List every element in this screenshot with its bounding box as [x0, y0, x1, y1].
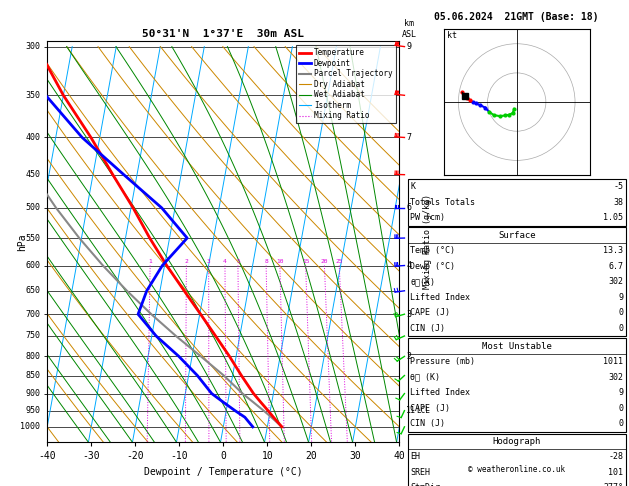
Text: 15: 15 — [302, 259, 309, 264]
Text: 1000: 1000 — [20, 422, 40, 432]
Text: 750: 750 — [25, 331, 40, 341]
Text: 7: 7 — [406, 133, 411, 142]
Text: 9: 9 — [406, 42, 411, 51]
Text: 4: 4 — [406, 261, 411, 270]
Text: 600: 600 — [25, 261, 40, 270]
Text: 05.06.2024  21GMT (Base: 18): 05.06.2024 21GMT (Base: 18) — [435, 12, 599, 22]
Text: 850: 850 — [25, 371, 40, 380]
Text: K: K — [410, 182, 415, 191]
Text: 3: 3 — [207, 259, 211, 264]
Text: 5: 5 — [236, 259, 240, 264]
Text: θᴄ(K): θᴄ(K) — [410, 278, 435, 286]
Legend: Temperature, Dewpoint, Parcel Trajectory, Dry Adiabat, Wet Adiabat, Isotherm, Mi: Temperature, Dewpoint, Parcel Trajectory… — [296, 45, 396, 123]
Text: 0: 0 — [618, 419, 623, 428]
Text: CIN (J): CIN (J) — [410, 419, 445, 428]
Text: 650: 650 — [25, 286, 40, 295]
Text: 302: 302 — [608, 278, 623, 286]
Text: Lifted Index: Lifted Index — [410, 293, 470, 302]
Text: θᴄ (K): θᴄ (K) — [410, 373, 440, 382]
Text: 900: 900 — [25, 389, 40, 398]
Text: 700: 700 — [25, 310, 40, 319]
Text: 4: 4 — [223, 259, 227, 264]
Text: 3: 3 — [406, 310, 411, 319]
Text: Hodograph: Hodograph — [493, 437, 541, 446]
Text: Mixing Ratio (g/kg): Mixing Ratio (g/kg) — [423, 194, 432, 289]
Text: 277°: 277° — [603, 484, 623, 486]
Text: Most Unstable: Most Unstable — [482, 342, 552, 350]
Text: 800: 800 — [25, 352, 40, 361]
Text: 500: 500 — [25, 204, 40, 212]
Text: Dewp (°C): Dewp (°C) — [410, 262, 455, 271]
Text: © weatheronline.co.uk: © weatheronline.co.uk — [468, 465, 565, 474]
Text: 20: 20 — [321, 259, 328, 264]
Text: 10: 10 — [276, 259, 284, 264]
Text: 1: 1 — [148, 259, 152, 264]
Text: 6.7: 6.7 — [608, 262, 623, 271]
X-axis label: Dewpoint / Temperature (°C): Dewpoint / Temperature (°C) — [144, 467, 303, 477]
Text: EH: EH — [410, 452, 420, 461]
Text: 350: 350 — [25, 91, 40, 100]
Text: 50°31'N  1°37'E  30m ASL: 50°31'N 1°37'E 30m ASL — [142, 29, 304, 39]
Text: 6: 6 — [406, 204, 411, 212]
Text: Surface: Surface — [498, 231, 535, 240]
Text: PW (cm): PW (cm) — [410, 213, 445, 222]
Text: 9: 9 — [618, 293, 623, 302]
Text: CAPE (J): CAPE (J) — [410, 404, 450, 413]
Text: LCL: LCL — [416, 406, 430, 415]
Text: 2: 2 — [184, 259, 188, 264]
Text: 950: 950 — [25, 406, 40, 415]
Text: CIN (J): CIN (J) — [410, 324, 445, 333]
Text: 25: 25 — [335, 259, 343, 264]
Text: 1: 1 — [406, 406, 411, 415]
Text: 0: 0 — [618, 404, 623, 413]
Text: Pressure (mb): Pressure (mb) — [410, 357, 475, 366]
Text: 0: 0 — [618, 324, 623, 333]
Text: kt: kt — [447, 31, 457, 40]
Text: 1.05: 1.05 — [603, 213, 623, 222]
Text: Temp (°C): Temp (°C) — [410, 246, 455, 255]
Text: -28: -28 — [608, 452, 623, 461]
Text: 1: 1 — [410, 406, 415, 415]
Text: 400: 400 — [25, 133, 40, 142]
Text: 8: 8 — [264, 259, 268, 264]
Text: Totals Totals: Totals Totals — [410, 198, 475, 207]
Text: 302: 302 — [608, 373, 623, 382]
Text: StmDir: StmDir — [410, 484, 440, 486]
Text: 9: 9 — [618, 388, 623, 397]
Text: 1011: 1011 — [603, 357, 623, 366]
Text: 2: 2 — [406, 352, 411, 361]
Text: 550: 550 — [25, 234, 40, 243]
Text: SREH: SREH — [410, 468, 430, 477]
Text: 13.3: 13.3 — [603, 246, 623, 255]
Text: km
ASL: km ASL — [401, 19, 416, 39]
Text: -5: -5 — [613, 182, 623, 191]
Text: 450: 450 — [25, 170, 40, 179]
Text: 300: 300 — [25, 42, 40, 51]
Text: CAPE (J): CAPE (J) — [410, 309, 450, 317]
Text: 38: 38 — [613, 198, 623, 207]
Text: Lifted Index: Lifted Index — [410, 388, 470, 397]
Text: 0: 0 — [618, 309, 623, 317]
Text: 101: 101 — [608, 468, 623, 477]
Text: hPa: hPa — [18, 233, 28, 251]
